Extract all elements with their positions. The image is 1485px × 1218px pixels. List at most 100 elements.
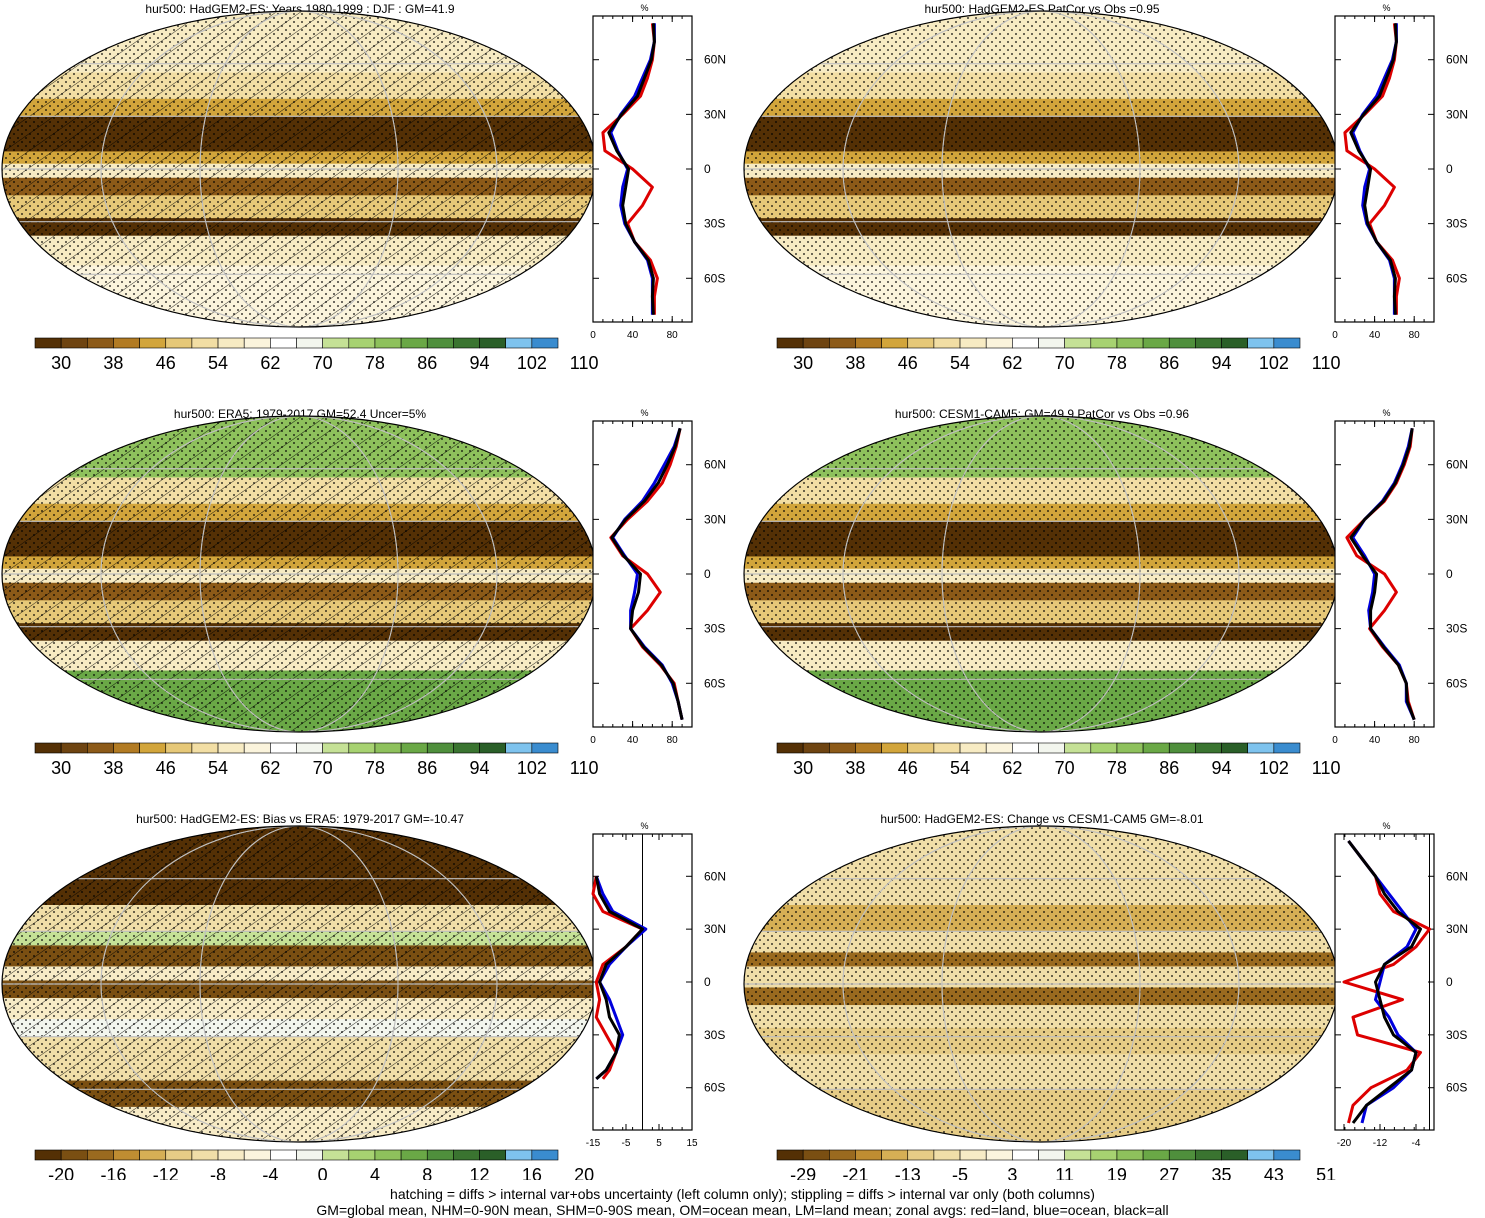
colorbar-swatch (165, 337, 193, 349)
colorbar-label: 78 (1107, 353, 1127, 373)
colorbar-swatch (296, 1149, 323, 1161)
colorbar-swatch (933, 742, 961, 754)
profile-xtick-label: 0 (1332, 735, 1338, 746)
colorbar-swatch (296, 337, 323, 349)
colorbar-swatch (1116, 337, 1144, 349)
colorbar-label: 70 (313, 353, 333, 373)
colorbar-label: 62 (1002, 353, 1022, 373)
profile-xtick-label: -15 (586, 1138, 601, 1149)
colorbar-swatch (400, 337, 428, 349)
colorbar-swatch (453, 1149, 480, 1161)
colorbar-swatch (191, 337, 219, 349)
latitude-label: 0 (704, 567, 711, 581)
colorbar-label: 70 (1055, 353, 1075, 373)
colorbar-swatch (1195, 337, 1222, 349)
colorbar-label: -4 (262, 1165, 278, 1180)
colorbar: -20 -16 -12 -8 -4 0 4 8 12 16 20 (34, 1149, 594, 1180)
profile-xtick-label: 0 (590, 330, 596, 341)
latitude-label: 30N (704, 922, 726, 936)
colorbar-label: 62 (260, 758, 280, 778)
panel-svg: -20 -12 -4% 60N 30N 0 30S 60S -29 -21 -13 -5 3 11 19 27… (743, 821, 1468, 1180)
profile-unit-label: % (640, 821, 648, 831)
colorbar-label: 86 (417, 758, 437, 778)
colorbar-label: 30 (51, 758, 71, 778)
panel-svg: 0 40 80% 60N 30N 0 30S 60S 30 38 46 54 62 70 78 86 94 102… (1, 3, 726, 373)
profile-xtick-label: 5 (656, 1138, 662, 1149)
colorbar-swatch (87, 1149, 114, 1161)
colorbar-swatch (87, 742, 114, 754)
colorbar-swatch (776, 337, 804, 349)
colorbar-label: 46 (156, 353, 176, 373)
colorbar-swatch (1142, 1149, 1170, 1161)
colorbar-swatch (531, 337, 559, 349)
profile-xtick-label: 40 (627, 330, 639, 341)
colorbar-label: 3 (1007, 1165, 1017, 1180)
colorbar-swatch (1168, 742, 1196, 754)
colorbar-label: -8 (210, 1165, 226, 1180)
profile-xtick-label: -5 (622, 1138, 631, 1149)
latitude-label: 0 (704, 162, 711, 176)
colorbar-label: 78 (1107, 758, 1127, 778)
colorbar-label: 46 (898, 758, 918, 778)
colorbar-swatch (374, 1149, 402, 1161)
colorbar-label: 86 (1159, 758, 1179, 778)
colorbar-swatch (34, 337, 62, 349)
colorbar-swatch (426, 742, 454, 754)
colorbar-swatch (139, 742, 167, 754)
colorbar-label: 11 (1055, 1165, 1074, 1180)
profile-line-all (610, 427, 684, 721)
colorbar-swatch (907, 1149, 935, 1161)
profile-unit-label: % (640, 3, 648, 13)
map-title: hur500: HadGEM2-ES: Bias vs ERA5: 1979-2… (136, 812, 464, 826)
profile-line-all (594, 876, 644, 1081)
map-field (744, 826, 1338, 1142)
colorbar-label: 46 (898, 353, 918, 373)
footer-line-2: GM=global mean, NHM=0-90N mean, SHM=0-90… (316, 1202, 1169, 1218)
latitude-label: 30N (704, 512, 726, 526)
colorbar-swatch (1064, 1149, 1092, 1161)
colorbar-swatch (1168, 337, 1196, 349)
zonal-profile: 0 40 80% 60N 30N 0 30S 60S (1332, 408, 1468, 746)
latitude-label: 30N (1446, 922, 1468, 936)
colorbar-swatch (881, 742, 909, 754)
colorbar-swatch (348, 742, 376, 754)
colorbar-swatch (855, 337, 882, 349)
map-field (744, 11, 1338, 327)
colorbar-label: 4 (370, 1165, 380, 1180)
colorbar-label: 94 (1212, 353, 1232, 373)
profile-xtick-label: 80 (667, 735, 679, 746)
colorbar-swatch (802, 742, 830, 754)
map-title: hur500: ERA5: 1979-2017 GM=52.4 Uncer=5% (173, 407, 427, 421)
colorbar-swatch (322, 742, 350, 754)
profile-unit-label: % (640, 408, 648, 418)
colorbar-swatch (400, 742, 428, 754)
latitude-label: 60N (1446, 458, 1468, 472)
latitude-label: 60S (704, 271, 725, 285)
colorbar-swatch (1247, 337, 1275, 349)
colorbar-swatch (907, 337, 935, 349)
latitude-label: 60S (1446, 271, 1467, 285)
latitude-label: 0 (1446, 162, 1453, 176)
zonal-profile: 0 40 80% 60N 30N 0 30S 60S (590, 408, 726, 746)
latitude-label: 30S (1446, 1028, 1467, 1042)
colorbar-swatch (855, 742, 882, 754)
colorbar-label: 70 (1055, 758, 1075, 778)
colorbar-label: 27 (1159, 1165, 1179, 1180)
colorbar-swatch (165, 1149, 193, 1161)
colorbar-label: 110 (570, 353, 599, 373)
colorbar-label: 46 (156, 758, 176, 778)
colorbar-swatch (985, 742, 1013, 754)
colorbar-swatch (776, 1149, 804, 1161)
colorbar-label: 54 (208, 353, 228, 373)
colorbar-label: 38 (103, 758, 123, 778)
colorbar-swatch (113, 742, 140, 754)
colorbar-swatch (1090, 742, 1118, 754)
latitude-label: 60S (704, 1081, 725, 1095)
colorbar-swatch (34, 742, 62, 754)
latitude-label: 60N (704, 869, 726, 883)
colorbar-label: 70 (313, 758, 333, 778)
panel-svg: 0 40 80% 60N 30N 0 30S 60S 30 38 46 54 62 70 78 86 94 102… (1, 408, 726, 778)
colorbar-swatch (479, 1149, 506, 1161)
zonal-profile: -20 -12 -4% 60N 30N 0 30S 60S (1334, 821, 1468, 1149)
colorbar-label: -29 (790, 1165, 816, 1180)
